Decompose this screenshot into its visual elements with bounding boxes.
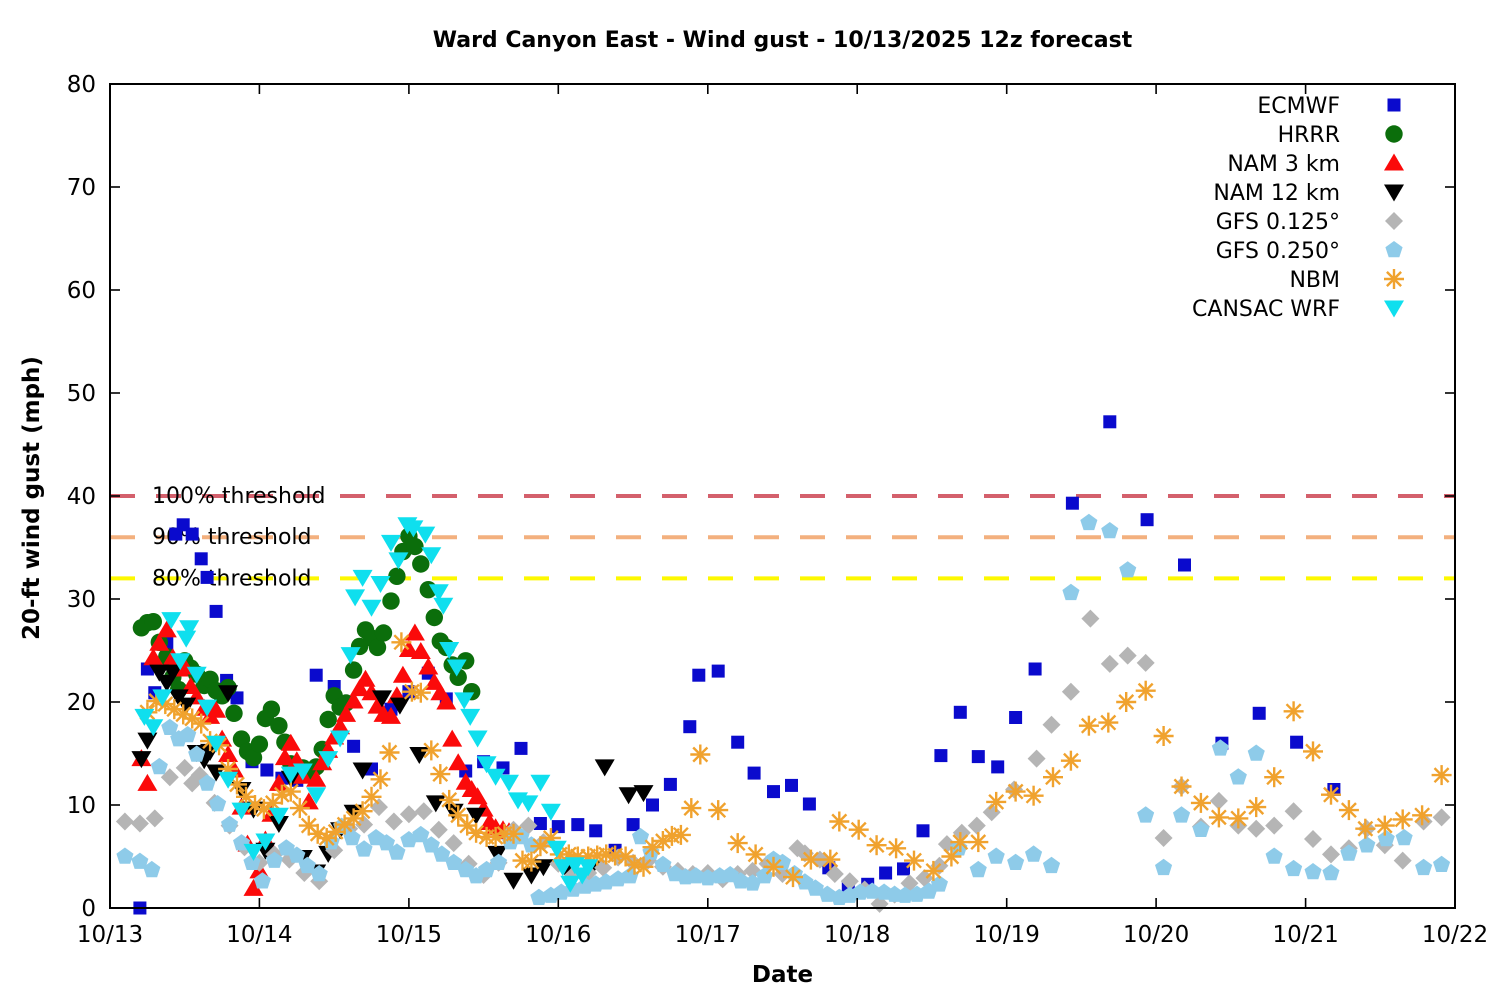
legend-label: NAM 12 km (1213, 181, 1340, 206)
legend-label: NAM 3 km (1227, 152, 1340, 177)
series-cansac-wrf (134, 517, 599, 893)
x-axis-title: Date (751, 962, 814, 988)
series-gfs-0-250- (116, 513, 1451, 905)
legend-label: CANSAC WRF (1192, 297, 1340, 322)
x-tick-label: 10/13 (77, 922, 143, 948)
y-tick-label: 0 (81, 896, 96, 922)
legend-label: GFS 0.125° (1216, 210, 1340, 235)
legend-item-ecmwf: ECMWF (1257, 94, 1401, 119)
chart-title: Ward Canyon East - Wind gust - 10/13/202… (432, 28, 1133, 53)
x-tick-label: 10/17 (675, 922, 741, 948)
legend-item-nam-3-km: NAM 3 km (1227, 152, 1404, 177)
x-tick-label: 10/16 (525, 922, 591, 948)
threshold-label: 80% threshold (152, 566, 312, 591)
y-tick-label: 30 (67, 587, 96, 613)
y-tick-label: 70 (67, 175, 96, 201)
y-tick-label: 20 (67, 690, 96, 716)
legend-label: NBM (1289, 268, 1340, 293)
y-tick-label: 50 (67, 381, 96, 407)
legend-label: HRRR (1278, 123, 1340, 148)
threshold-label: 100% threshold (152, 484, 326, 509)
y-tick-label: 10 (67, 793, 96, 819)
legend-label: ECMWF (1257, 94, 1340, 119)
legend-item-cansac-wrf: CANSAC WRF (1192, 297, 1404, 322)
legend-item-gfs-0-125-: GFS 0.125° (1216, 210, 1403, 235)
y-tick-label: 80 (67, 72, 96, 98)
x-tick-label: 10/18 (824, 922, 890, 948)
y-tick-label: 40 (67, 484, 96, 510)
legend-item-nbm: NBM (1289, 268, 1404, 293)
x-tick-label: 10/15 (376, 922, 442, 948)
x-tick-label: 10/14 (226, 922, 292, 948)
legend-label: GFS 0.250° (1216, 239, 1340, 264)
legend-item-nam-12-km: NAM 12 km (1213, 181, 1404, 206)
x-tick-label: 10/19 (974, 922, 1040, 948)
y-tick-label: 60 (67, 278, 96, 304)
x-tick-label: 10/21 (1272, 922, 1338, 948)
legend-item-gfs-0-250-: GFS 0.250° (1216, 239, 1403, 264)
x-tick-label: 10/22 (1422, 922, 1488, 948)
x-tick-label: 10/20 (1123, 922, 1189, 948)
legend-item-hrrr: HRRR (1278, 123, 1403, 148)
